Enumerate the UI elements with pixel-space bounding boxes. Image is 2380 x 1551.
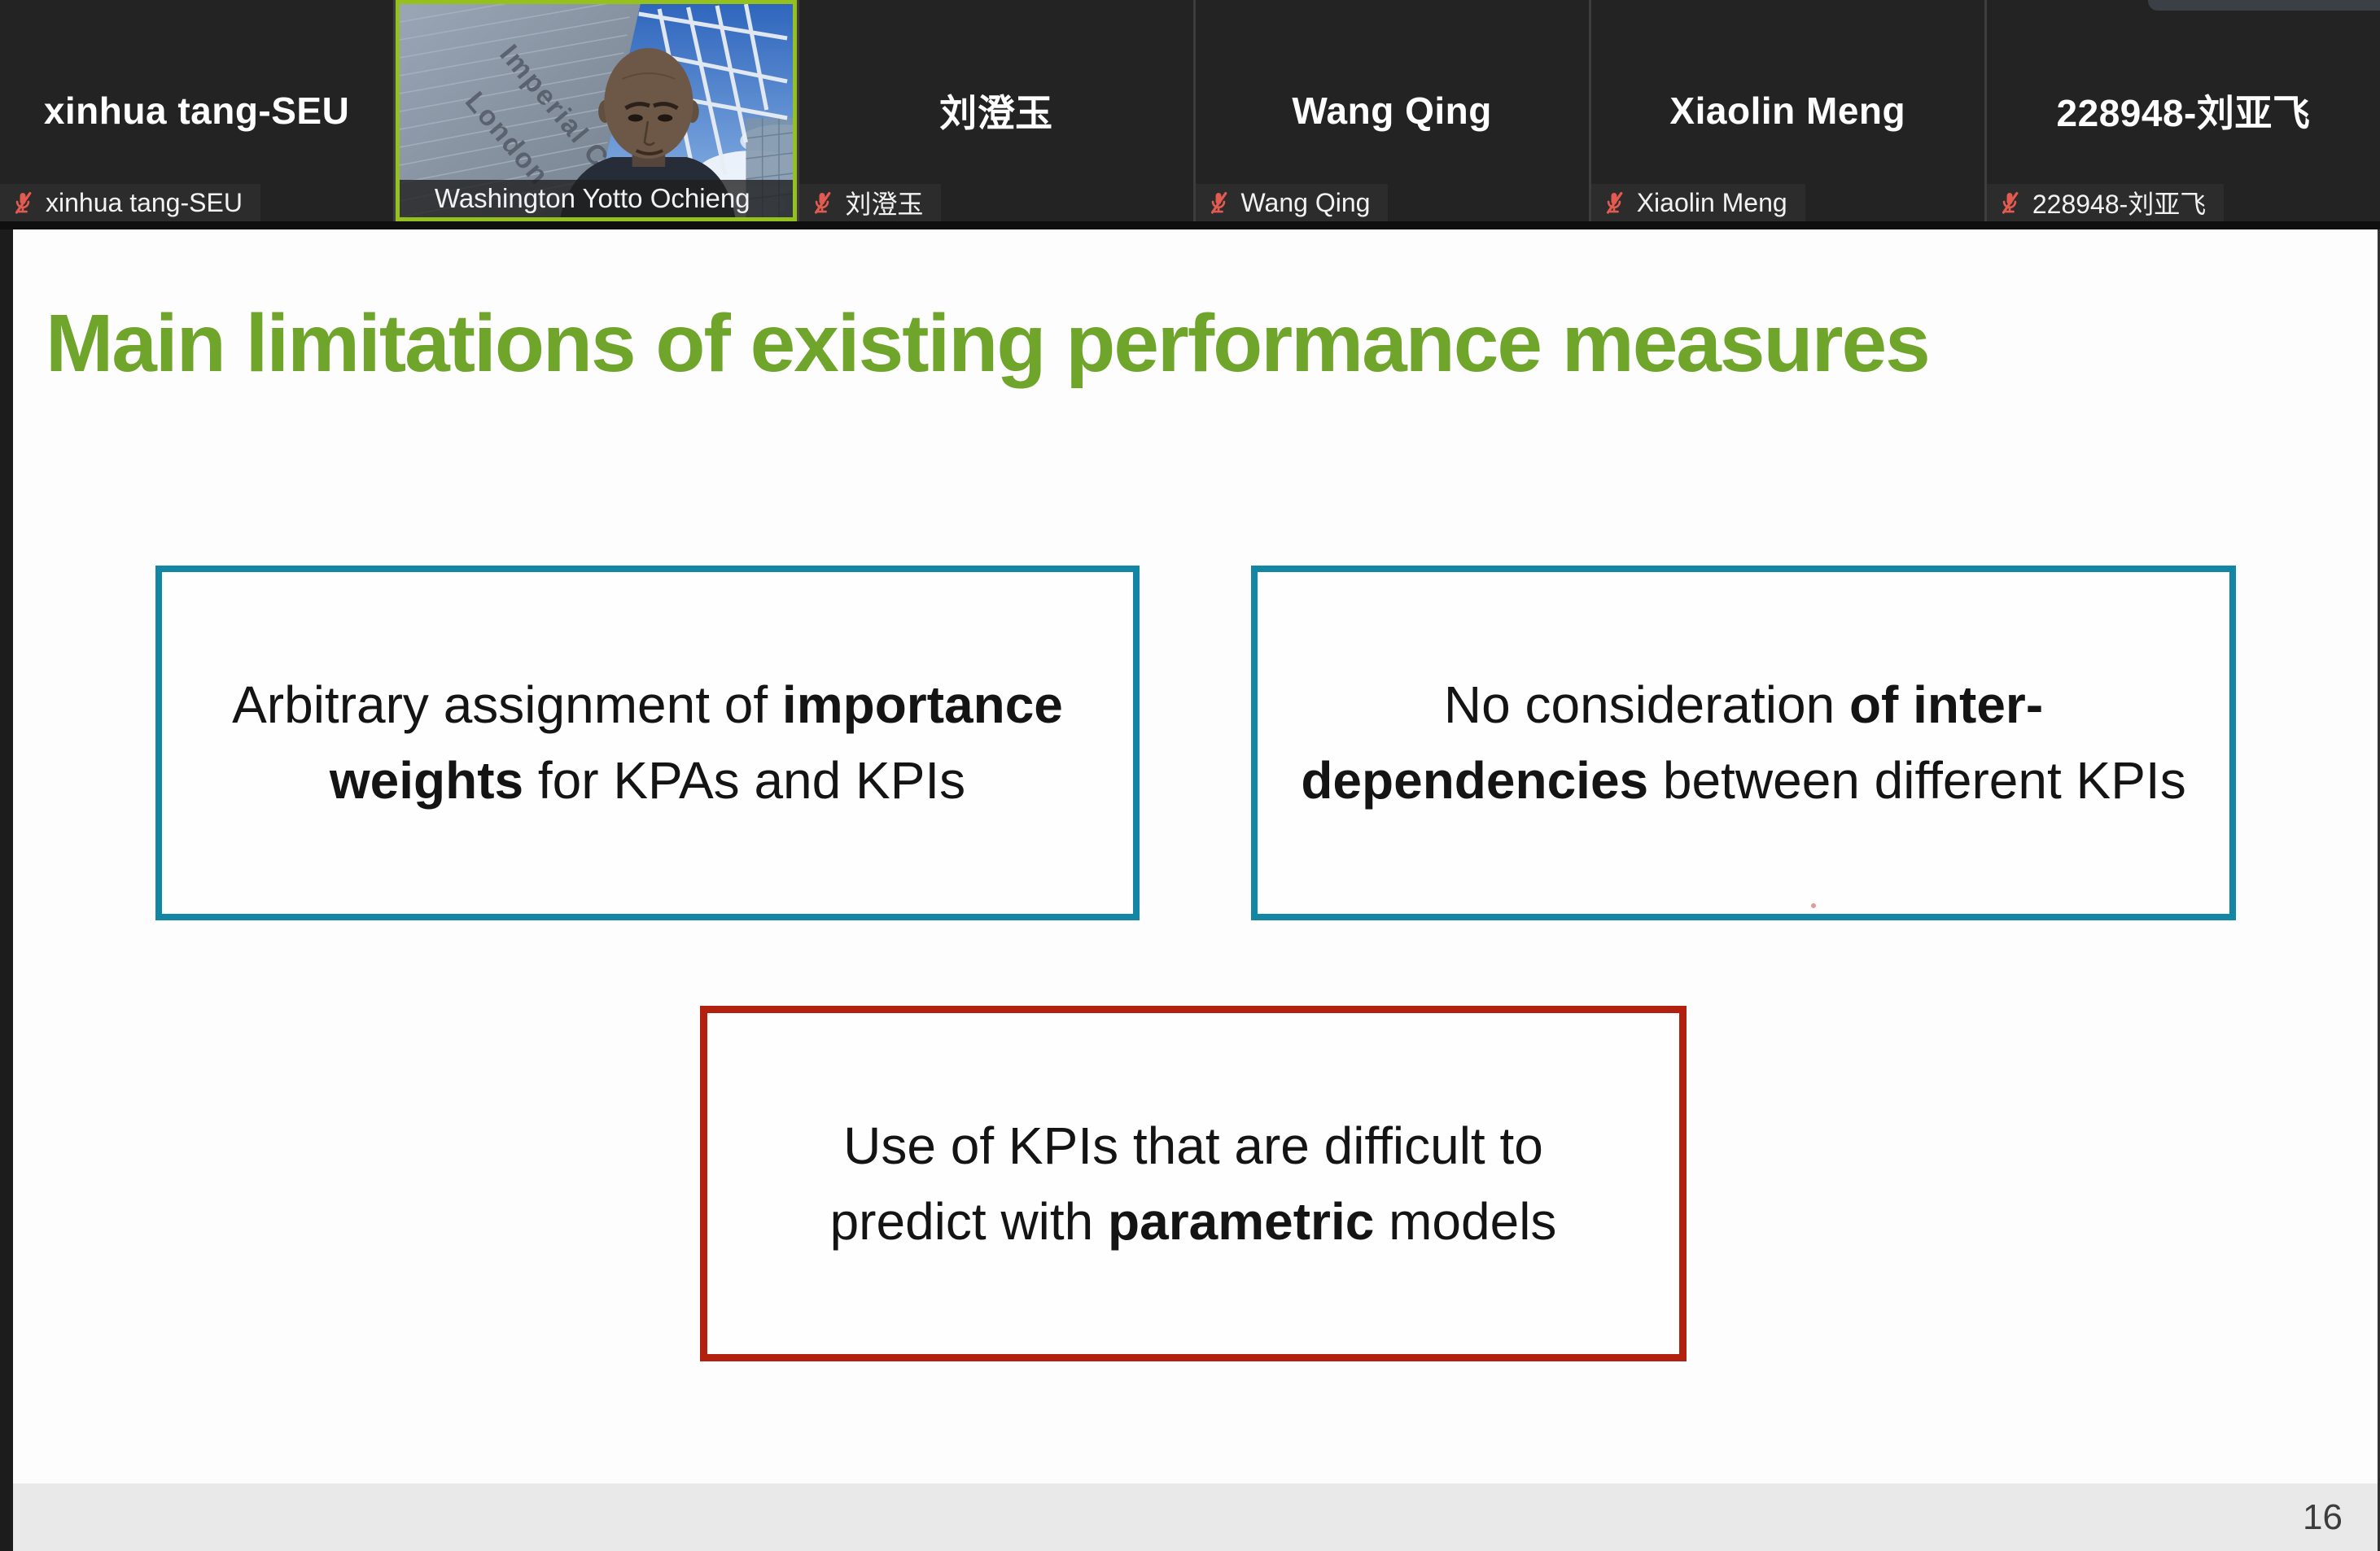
limitation-box-interdependencies: No consideration of inter- dependencies … [1251,566,2236,920]
box-text-line: Use of KPIs that are difficult to [843,1108,1543,1184]
participant-tile-xiaolin-meng[interactable]: Xiaolin Meng Xiaolin Meng [1590,0,1984,221]
box-text-line: No consideration of inter- [1444,667,2043,743]
box-text-line: predict with parametric models [830,1184,1557,1260]
participant-label-text: xinhua tang-SEU [46,187,243,217]
slide-footer: 16 [13,1483,2380,1551]
participant-display-name: Xiaolin Meng [1669,90,1906,132]
page-number: 16 [2303,1496,2343,1537]
text-segment: models [1374,1191,1557,1251]
limitation-box-importance-weights: Arbitrary assignment of importance weigh… [155,566,1140,920]
participant-tile-wang-qing[interactable]: Wang Qing Wang Qing [1195,0,1589,221]
participant-name-label: Wang Qing [1195,184,1389,221]
box-text-line: Arbitrary assignment of importance [232,667,1063,743]
box-text-line: weights for KPAs and KPIs [330,743,965,819]
text-segment: Arbitrary assignment of [232,675,782,734]
text-segment: predict with [829,1191,1109,1251]
text-segment-bold: importance [781,675,1063,734]
text-segment: Use of KPIs that are difficult to [843,1116,1543,1175]
participant-display-name: xinhua tang-SEU [43,90,350,132]
shared-slide: Main limitations of existing performance… [13,229,2378,1483]
text-segment: between different KPIs [1648,751,2186,810]
participant-name-label: Xiaolin Meng [1590,184,1805,221]
participant-tile-liu-chengyu[interactable]: 刘澄玉 刘澄玉 [799,0,1193,221]
mic-muted-icon [2002,191,2019,214]
participant-name-label: 刘澄玉 [799,184,942,221]
view-control-partial[interactable] [2148,0,2380,11]
speaker-video-imperial-college: Imperial College London [400,4,794,217]
participant-label-text: 228948-刘亚飞 [2032,190,2207,219]
text-segment: for KPAs and KPIs [523,751,966,810]
limitation-box-parametric-models: Use of KPIs that are difficult to predic… [700,1006,1687,1361]
participant-display-name: Wang Qing [1292,90,1492,132]
box-text-line: dependencies between different KPIs [1301,743,2185,819]
participant-tiles-row: xinhua tang-SEU xinhua tang-SEU [0,0,2380,221]
participant-display-name: 228948-刘亚飞 [2056,92,2311,134]
text-segment: No consideration [1443,675,1849,734]
participant-tile-xinhua-tang[interactable]: xinhua tang-SEU xinhua tang-SEU [0,0,394,221]
participant-name-label: Washington Yotto Ochieng [400,180,794,217]
mic-muted-icon [15,191,32,214]
participant-name-label: 228948-刘亚飞 [1986,184,2225,221]
participant-label-text: Xiaolin Meng [1636,187,1787,217]
participant-label-text: Washington Yotto Ochieng [434,183,750,213]
mic-muted-icon [815,191,831,214]
text-segment-bold: parametric [1108,1191,1375,1251]
participant-label-text: 刘澄玉 [845,190,924,219]
presenter-dot-artifact [1811,903,1816,908]
participant-name-label: xinhua tang-SEU [0,184,260,221]
participant-display-name: 刘澄玉 [939,92,1053,134]
mic-muted-icon [1210,191,1227,214]
mic-muted-icon [1606,191,1623,214]
window-right-edge [2378,229,2380,1551]
participant-label-text: Wang Qing [1240,187,1371,217]
participant-filmstrip: xinhua tang-SEU xinhua tang-SEU [0,0,2380,229]
text-segment-bold: of inter- [1848,675,2044,734]
participant-tile-liu-yafei[interactable]: 228948-刘亚飞 228948-刘亚飞 [1986,0,2380,221]
text-segment-bold: dependencies [1301,751,1649,810]
participant-tile-washington-ochieng-active-speaker[interactable]: Imperial College London [396,0,798,221]
slide-title: Main limitations of existing performance… [46,298,1931,389]
text-segment-bold: weights [329,751,524,810]
building-wall [400,4,641,217]
